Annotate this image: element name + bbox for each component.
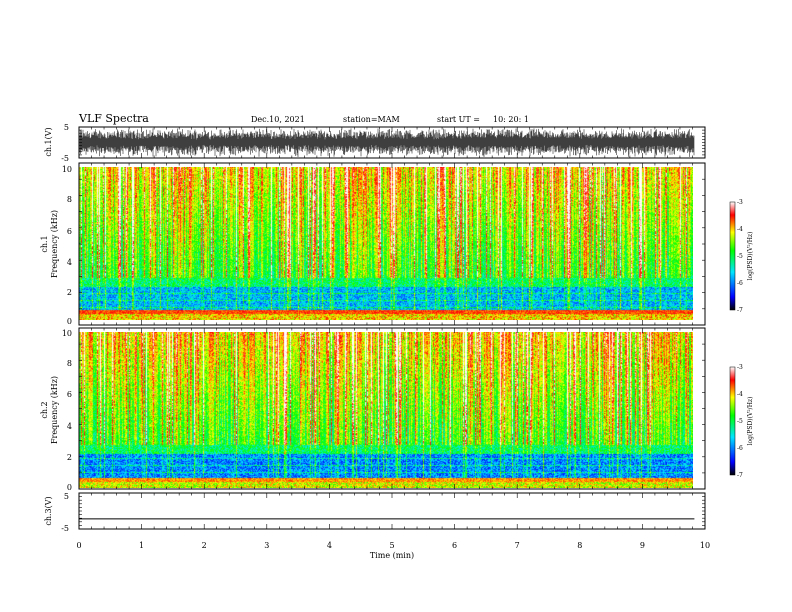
x-axis: 0 1 2 3 4 5 6 7 8 9 10 (76, 541, 710, 550)
start-ut-value: 10: 20: 1 (493, 115, 529, 124)
ch1-spectrogram-yticklabels: 0 2 4 6 8 10 (62, 165, 72, 326)
ch2-spectrogram-panel: 0 2 4 6 8 10 ch.2 Frequency (kHz) -3 -4 … (40, 327, 754, 492)
ch3-waveform-panel: 5 -5 ch.3(V) (44, 492, 706, 533)
ch1-waveform-ticks (78, 127, 706, 158)
ch1-cb-tick-m7: -7 (737, 307, 743, 314)
x-tick-label-4: 4 (327, 541, 332, 550)
x-tick-label-3: 3 (264, 541, 269, 550)
ch2-cb-tick-m6: -6 (737, 445, 743, 452)
ch1-spec-ytick-0: 0 (67, 317, 72, 326)
ch2-spectrogram-ylabel-line1: ch.2 (40, 401, 49, 418)
ch1-spectrogram-ylabel-line1: ch.1 (40, 235, 49, 252)
ch1-cb-tick-m3: -3 (737, 199, 743, 206)
ch3-waveform-ticks (78, 493, 706, 529)
ch1-colorbar-label: log(PSD)(V²/Hz) (747, 232, 754, 281)
x-tick-label-1: 1 (139, 541, 144, 550)
ch1-cb-tick-m5: -5 (737, 253, 743, 260)
x-axis-label: Time (min) (370, 551, 414, 560)
ch2-spectrogram-ylabel-line2: Frequency (kHz) (50, 376, 59, 444)
ch1-colorbar: -3 -4 -5 -6 -7 log(PSD)(V²/Hz) (729, 199, 754, 314)
ch2-spec-ytick-2: 2 (67, 453, 72, 462)
x-tick-label-8: 8 (577, 541, 582, 550)
ch2-spec-ytick-6: 6 (67, 390, 72, 399)
ch1-waveform-line (79, 128, 695, 157)
ch1-spec-ytick-2: 2 (67, 288, 72, 297)
date-label: Dec.10, 2021 (251, 115, 305, 124)
ch1-spectrogram-image (79, 167, 693, 320)
ch2-spec-ytick-8: 8 (67, 359, 72, 368)
ch3-ytick-top: 5 (64, 492, 69, 501)
ch3-waveform-ylabel: ch.3(V) (44, 496, 53, 525)
ch1-spec-ytick-10: 10 (62, 165, 72, 174)
x-tick-label-7: 7 (515, 541, 520, 550)
x-tick-label-0: 0 (76, 541, 81, 550)
figure-header: VLF Spectra Dec.10, 2021 station=MAM sta… (78, 112, 529, 125)
start-ut-label: start UT = (437, 115, 480, 124)
ch2-colorbar-gradient (729, 366, 736, 476)
ch1-spec-ytick-6: 6 (67, 227, 72, 236)
x-tick-label-2: 2 (202, 541, 207, 550)
ch1-spectrogram-ylabel-line2: Frequency (kHz) (50, 210, 59, 278)
ch1-spectrogram-panel: 0 2 4 6 8 10 ch.1 Frequency (kHz) -3 -4 … (40, 162, 754, 326)
ch2-colorbar: -3 -4 -5 -6 -7 log(PSD)(V²/Hz) (729, 364, 754, 479)
x-tick-label-5: 5 (389, 541, 394, 550)
ch2-cb-tick-m4: -4 (737, 391, 743, 398)
ch1-waveform-panel: 5 -5 ch.1(V) (44, 123, 706, 163)
x-tick-label-10: 10 (700, 541, 710, 550)
figure-title: VLF Spectra (78, 112, 149, 125)
ch1-colorbar-gradient (729, 201, 736, 311)
ch2-spec-ytick-4: 4 (67, 422, 72, 431)
ch2-cb-tick-m7: -7 (737, 472, 743, 479)
ch2-spec-ytick-0: 0 (67, 483, 72, 492)
ch1-spec-ytick-4: 4 (67, 258, 72, 267)
ch1-waveform-ylabel: ch.1(V) (44, 127, 53, 156)
ch1-waveform-trace (79, 128, 695, 157)
ch2-cb-tick-m5: -5 (737, 418, 743, 425)
ch2-spectrogram-image (79, 332, 693, 488)
ch1-ytick-top: 5 (64, 123, 69, 132)
ch1-cb-tick-m4: -4 (737, 226, 743, 233)
ch2-colorbar-label: log(PSD)(V²/Hz) (747, 397, 754, 446)
ch1-ytick-bottom: -5 (61, 154, 69, 163)
ch3-waveform-frame (78, 492, 706, 530)
x-tick-label-6: 6 (452, 541, 457, 550)
ch3-ytick-bottom: -5 (61, 524, 69, 533)
ch1-spectrogram-ticks (78, 163, 706, 325)
ch1-spec-ytick-8: 8 (67, 195, 72, 204)
ch2-cb-tick-m3: -3 (737, 364, 743, 371)
station-label: station=MAM (343, 115, 400, 124)
ch2-spec-ytick-10: 10 (62, 329, 72, 338)
ch2-spectrogram-yticklabels: 0 2 4 6 8 10 (62, 329, 72, 492)
ch2-spectrogram-ticks (78, 328, 706, 489)
x-tick-label-9: 9 (640, 541, 645, 550)
ch1-cb-tick-m6: -6 (737, 280, 743, 287)
